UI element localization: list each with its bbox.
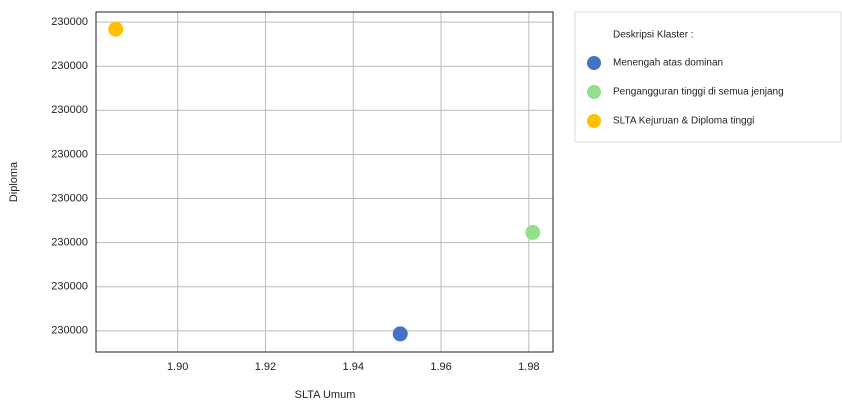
- legend-marker: [587, 114, 601, 128]
- x-tick-label: 1.98: [518, 361, 539, 373]
- y-tick-label: 230000: [51, 192, 88, 204]
- y-tick-label: 230000: [51, 325, 88, 337]
- point: [108, 21, 124, 37]
- x-tick-label: 1.96: [430, 361, 451, 373]
- x-tick-label: 1.90: [167, 361, 188, 373]
- y-tick-label: 230000: [51, 281, 88, 293]
- y-tick-label: 230000: [51, 60, 88, 72]
- legend-label: SLTA Kejuruan & Diploma tinggi: [613, 116, 754, 127]
- point: [392, 326, 408, 342]
- legend-label: Pengangguran tinggi di semua jenjang: [613, 87, 784, 98]
- legend-marker: [587, 56, 601, 70]
- legend-marker: [587, 85, 601, 99]
- x-tick-label: 1.94: [343, 361, 364, 373]
- legend-box: [574, 11, 842, 143]
- y-tick-label: 230000: [51, 237, 88, 249]
- x-axis-label: SLTA Umum: [295, 389, 356, 401]
- legend-title: Deskripsi Klaster :: [613, 30, 694, 41]
- y-axis-label: Diploma: [8, 161, 20, 202]
- plot-frame: [95, 11, 554, 353]
- x-tick-label: 1.92: [255, 361, 276, 373]
- legend-label: Menengah atas dominan: [613, 58, 723, 69]
- point: [525, 224, 541, 240]
- y-tick-label: 230000: [51, 148, 88, 160]
- y-tick-label: 230000: [51, 104, 88, 116]
- y-tick-label: 230000: [51, 16, 88, 28]
